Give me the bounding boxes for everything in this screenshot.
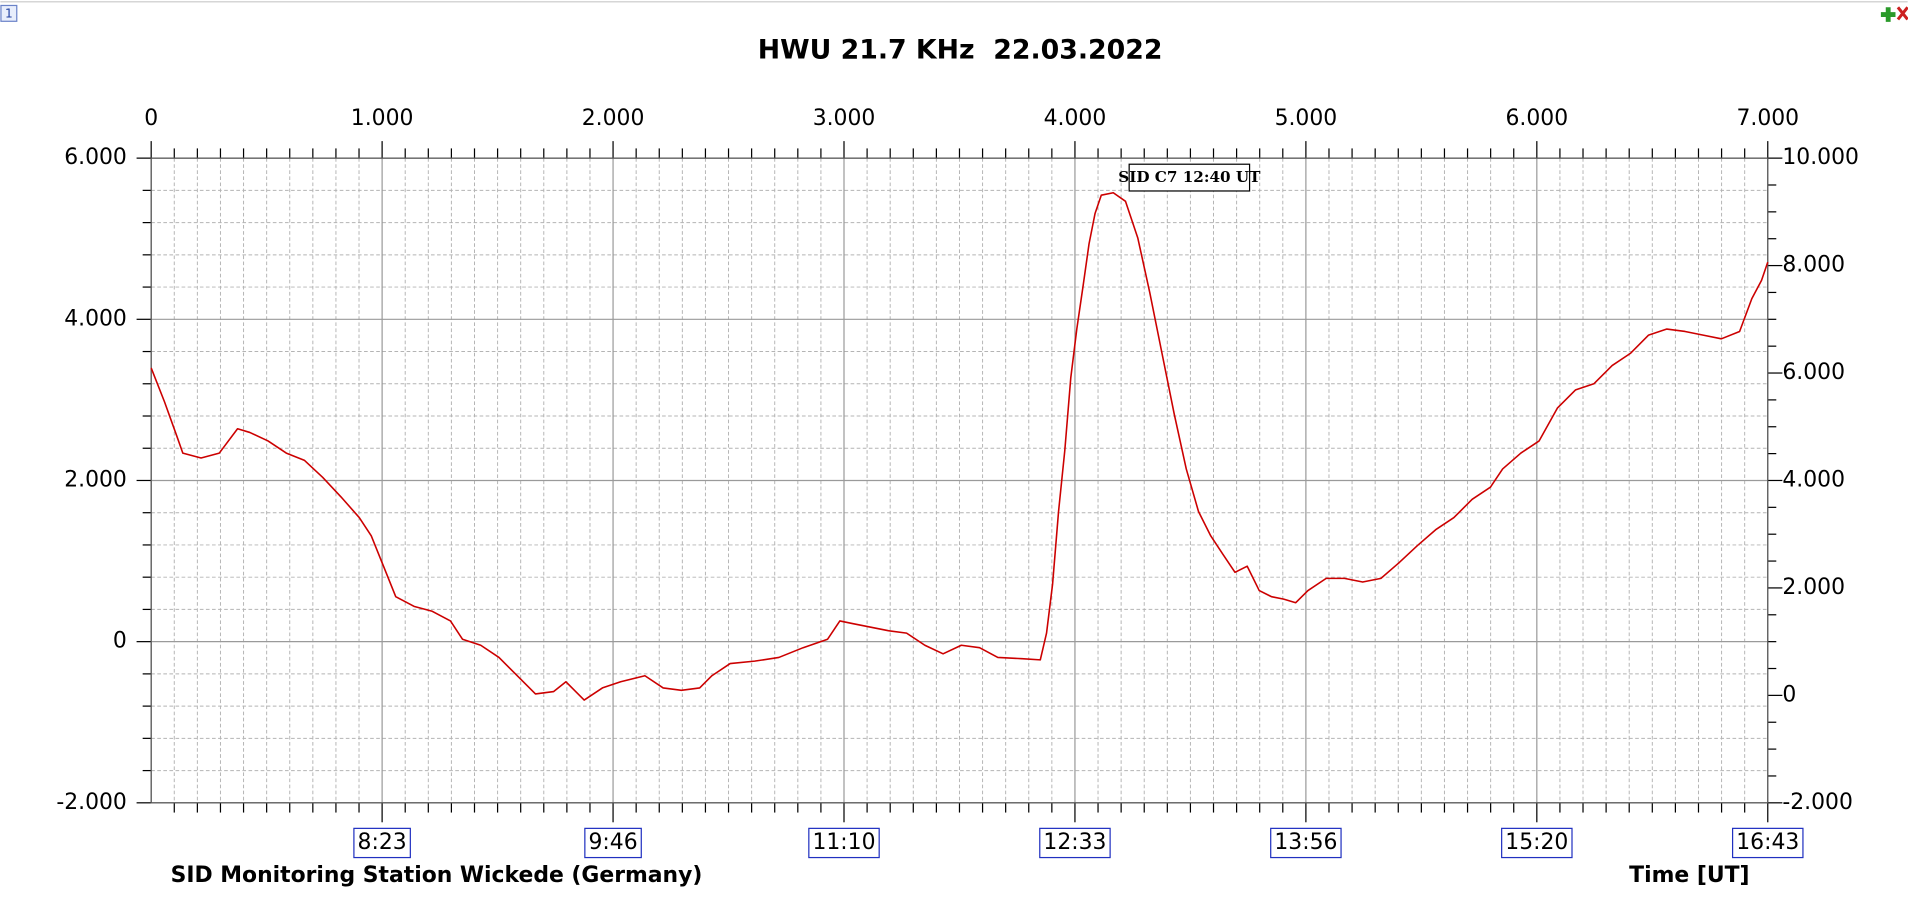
y2-tick-label: -2.000 [1782, 790, 1853, 815]
zoom-icon[interactable] [1880, 6, 1896, 22]
y-tick-label: 4.000 [64, 306, 127, 331]
signal-line [150, 191, 1769, 701]
y2-tick-label: 8.000 [1782, 253, 1845, 278]
time-tick-label: 16:43 [1736, 830, 1799, 855]
y2-tick-label: 4.000 [1782, 467, 1845, 492]
time-tick-box [808, 827, 880, 859]
x-tick-label: 2.000 [582, 106, 645, 131]
time-tick-label: 13:56 [1274, 830, 1337, 855]
plot [150, 191, 1769, 701]
time-tick-box [1731, 827, 1804, 859]
time-tick-label: 8:23 [358, 830, 407, 855]
annotation: SID C7 12:40 UT [1118, 163, 1261, 192]
y-tick-label: 2.000 [64, 467, 127, 492]
y2-tick-label: 10.000 [1782, 145, 1859, 170]
y2-tick-label: 0 [1782, 682, 1796, 707]
time-tick-label: 12:33 [1043, 830, 1106, 855]
corner-label[interactable]: 1 [5, 6, 13, 20]
y-tick-label: 0 [113, 629, 127, 654]
x-axis-label: Time [UT] [1629, 863, 1749, 888]
x-tick-label: 1.000 [351, 106, 414, 131]
time-tick-box [1501, 827, 1573, 859]
time-tick-label: 15:20 [1505, 830, 1568, 855]
station-label: SID Monitoring Station Wickede (Germany) [171, 863, 703, 888]
annotation-text: SID C7 12:40 UT [1118, 168, 1261, 186]
x-tick-label: 3.000 [813, 106, 876, 131]
time-tick-box [1270, 827, 1342, 859]
x-tick-label: 5.000 [1275, 106, 1338, 131]
y2-tick-label: 6.000 [1782, 360, 1845, 385]
x-tick-label: 4.000 [1044, 106, 1107, 131]
plot-frame [150, 157, 1769, 804]
annotation-box [1128, 163, 1251, 192]
x-tick-label: 7.000 [1736, 106, 1799, 131]
zoom-icon-shape[interactable] [1880, 7, 1896, 22]
time-tick-box [353, 827, 411, 859]
time-tick-box [584, 827, 642, 859]
close-icon[interactable] [1896, 6, 1908, 21]
corner-box[interactable] [0, 4, 18, 22]
y2-tick-label: 2.000 [1782, 575, 1845, 600]
x-tick-label: 0 [144, 106, 158, 131]
x-tick-label: 6.000 [1506, 106, 1569, 131]
y-tick-label: -2.000 [56, 790, 127, 815]
chart-title: HWU 21.7 KHz 22.03.2022 [758, 35, 1163, 66]
time-tick-box [1039, 827, 1111, 859]
axes: 0 1.000 2.000 3.000 4.000 5.000 6.000 7.000 -2.0… [56, 106, 1859, 859]
time-tick-label: 11:10 [812, 830, 875, 855]
time-tick-label: 9:46 [588, 830, 637, 855]
y-tick-label: 6.000 [64, 145, 127, 170]
